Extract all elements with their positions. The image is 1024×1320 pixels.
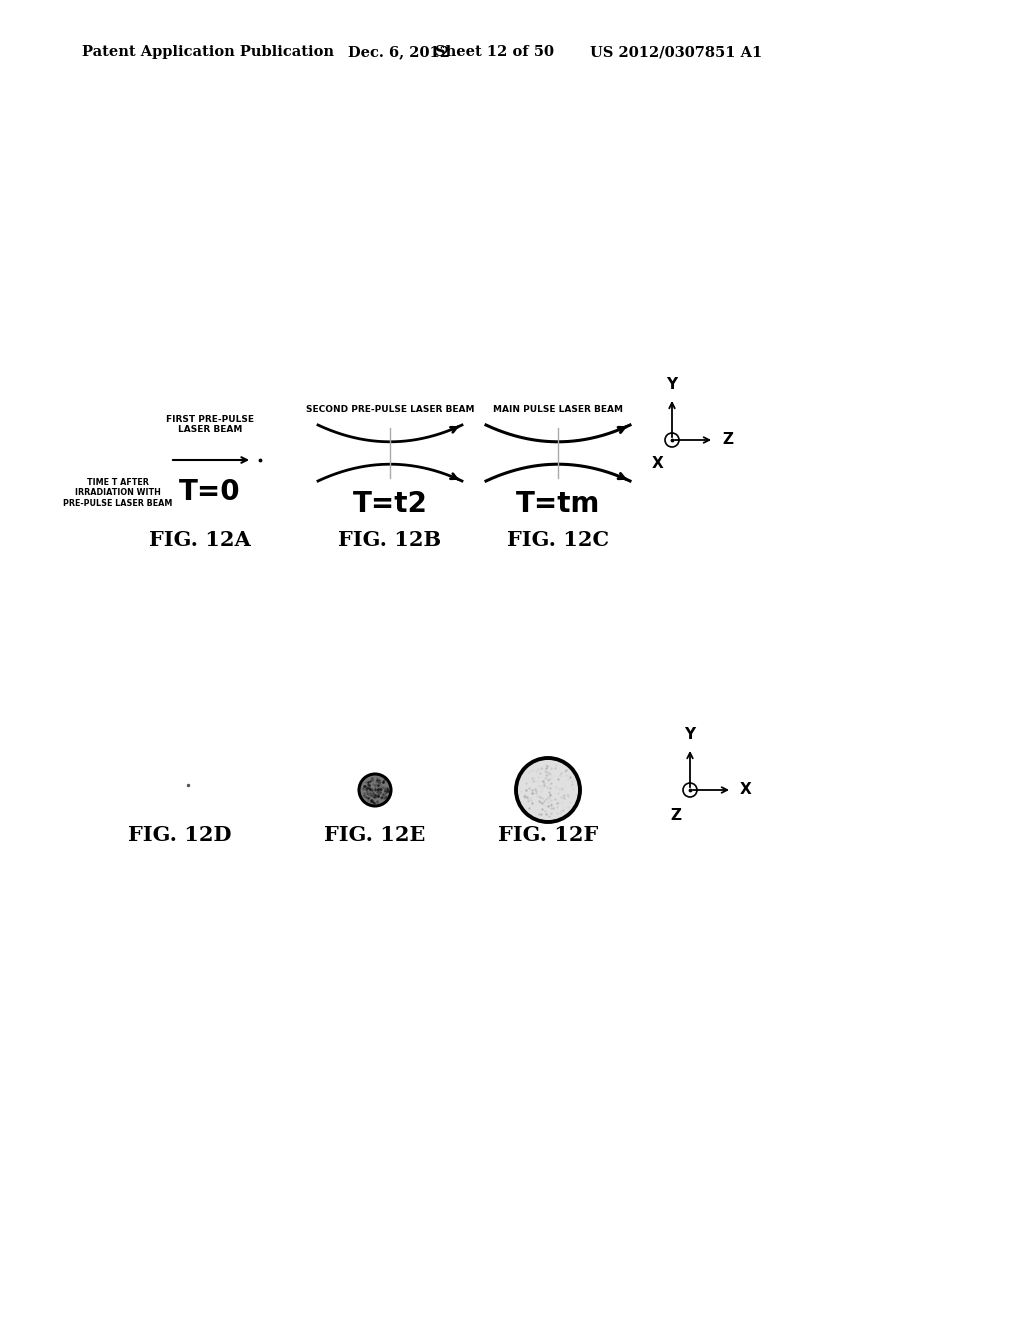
Text: MAIN PULSE LASER BEAM: MAIN PULSE LASER BEAM [493, 405, 623, 414]
Text: US 2012/0307851 A1: US 2012/0307851 A1 [590, 45, 762, 59]
Text: T=tm: T=tm [516, 490, 600, 517]
Text: FIG. 12E: FIG. 12E [325, 825, 426, 845]
Text: X: X [740, 783, 752, 797]
Text: Y: Y [667, 378, 678, 392]
Text: FIRST PRE-PULSE
LASER BEAM: FIRST PRE-PULSE LASER BEAM [166, 414, 254, 434]
Text: TIME T AFTER
IRRADIATION WITH
PRE-PULSE LASER BEAM: TIME T AFTER IRRADIATION WITH PRE-PULSE … [63, 478, 173, 508]
Text: FIG. 12F: FIG. 12F [498, 825, 598, 845]
Text: Z: Z [671, 808, 682, 824]
Text: Sheet 12 of 50: Sheet 12 of 50 [435, 45, 554, 59]
Text: FIG. 12D: FIG. 12D [128, 825, 231, 845]
Text: T=t2: T=t2 [352, 490, 427, 517]
Circle shape [359, 774, 391, 807]
Text: Z: Z [722, 433, 733, 447]
Text: T=0: T=0 [179, 478, 241, 506]
Text: Y: Y [684, 727, 695, 742]
Text: FIG. 12A: FIG. 12A [150, 531, 251, 550]
Text: X: X [652, 457, 664, 471]
Text: FIG. 12B: FIG. 12B [339, 531, 441, 550]
Text: Patent Application Publication: Patent Application Publication [82, 45, 334, 59]
Text: Dec. 6, 2012: Dec. 6, 2012 [348, 45, 450, 59]
Text: SECOND PRE-PULSE LASER BEAM: SECOND PRE-PULSE LASER BEAM [306, 405, 474, 414]
Circle shape [516, 758, 580, 822]
Text: FIG. 12C: FIG. 12C [507, 531, 609, 550]
